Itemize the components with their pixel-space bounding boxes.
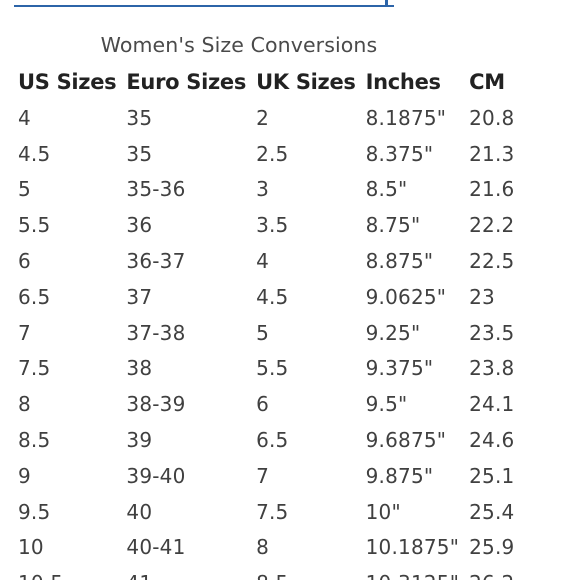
uk-size-cell: 4.5	[256, 284, 289, 309]
us-size-cell: 8.5	[18, 428, 51, 453]
header-inches: Inches	[365, 70, 441, 94]
header-cm: CM	[469, 70, 505, 94]
table-row: 5 35-36 3 8.5" 21.6	[8, 172, 539, 208]
cm-cell: 24.6	[469, 428, 515, 453]
euro-size-cell: 39	[126, 428, 153, 453]
euro-size-cell: 36	[126, 213, 153, 238]
table-row: 10 40-41 8 10.1875" 25.9	[8, 530, 539, 566]
cm-cell: 24.1	[469, 392, 515, 417]
cm-cell: 22.2	[469, 213, 515, 238]
us-size-cell: 10	[18, 535, 44, 560]
cm-cell: 20.8	[469, 105, 515, 130]
inches-cell: 10.1875"	[365, 535, 460, 560]
us-size-cell: 8	[18, 392, 31, 417]
header-us-sizes: US Sizes	[18, 70, 117, 94]
uk-size-cell: 2.5	[256, 141, 289, 166]
cm-cell: 25.1	[469, 463, 515, 488]
table-caption: Women's Size Conversions	[100, 33, 378, 57]
inches-cell: 10.3125"	[356, 565, 460, 580]
us-size-cell: 4	[18, 105, 31, 130]
cm-cell: 23.8	[469, 356, 515, 381]
euro-size-cell: 38	[126, 356, 153, 381]
cm-cell: 21.6	[469, 177, 515, 202]
us-size-cell: 4.5	[18, 141, 51, 166]
table-row: 9 39-40 7 9.875" 25.1	[8, 458, 539, 494]
us-size-cell: 9	[18, 463, 31, 488]
inches-cell: 9.375"	[365, 356, 434, 381]
table-body: 4 35 2 8.1875" 20.8 4.5 35 2.5 8.375" 21.3 5 35-36 3…	[8, 100, 539, 580]
euro-size-cell: 41	[116, 565, 246, 580]
uk-size-cell: 7.5	[256, 499, 289, 524]
uk-size-cell: 8.5	[246, 565, 356, 580]
inches-cell: 9.0625"	[365, 284, 447, 309]
table-row: 4 35 2 8.1875" 20.8	[8, 100, 539, 136]
euro-size-cell: 35	[126, 141, 153, 166]
cm-cell: 25.9	[469, 535, 515, 560]
top-link-underline	[14, 0, 394, 7]
inches-cell: 8.375"	[365, 141, 434, 166]
cm-cell: 21.3	[469, 141, 515, 166]
cm-cell: 23.5	[469, 320, 515, 345]
us-size-cell: 10.5	[8, 565, 116, 580]
header-uk-sizes: UK Sizes	[256, 70, 356, 94]
euro-size-cell: 38-39	[126, 392, 186, 417]
us-size-cell: 6.5	[18, 284, 51, 309]
uk-size-cell: 8	[256, 535, 270, 560]
euro-size-cell: 35-36	[126, 177, 186, 202]
uk-size-cell: 5.5	[256, 356, 289, 381]
inches-cell: 9.6875"	[365, 428, 447, 453]
inches-cell: 9.5"	[365, 392, 408, 417]
header-row: US Sizes Euro Sizes UK Sizes Inches CM	[8, 64, 539, 100]
inches-cell: 9.25"	[365, 320, 421, 345]
uk-size-cell: 6.5	[256, 428, 289, 453]
euro-size-cell: 37-38	[126, 320, 186, 345]
euro-size-cell: 40-41	[126, 535, 186, 560]
us-size-cell: 7	[18, 320, 31, 345]
euro-size-cell: 36-37	[126, 249, 186, 274]
inches-cell: 8.75"	[365, 213, 421, 238]
table-row: 7.5 38 5.5 9.375" 23.8	[8, 351, 539, 387]
cm-cell: 23	[469, 284, 495, 309]
euro-size-cell: 35	[126, 105, 153, 130]
us-size-cell: 9.5	[18, 499, 51, 524]
inches-cell: 9.875"	[365, 463, 434, 488]
euro-size-cell: 37	[126, 284, 153, 309]
us-size-cell: 7.5	[18, 356, 51, 381]
uk-size-cell: 2	[256, 105, 270, 130]
uk-size-cell: 3	[256, 177, 270, 202]
uk-size-cell: 3.5	[256, 213, 289, 238]
uk-size-cell: 5	[256, 320, 270, 345]
table-row: 4.5 35 2.5 8.375" 21.3	[8, 136, 539, 172]
cm-cell: 26.2	[459, 565, 539, 580]
uk-size-cell: 4	[256, 249, 270, 274]
us-size-cell: 5.5	[18, 213, 51, 238]
table-row: 8 38-39 6 9.5" 24.1	[8, 386, 539, 422]
table-row: 7 37-38 5 9.25" 23.5	[8, 315, 539, 351]
us-size-cell: 5	[18, 177, 31, 202]
us-size-cell: 6	[18, 249, 31, 274]
inches-cell: 8.1875"	[365, 105, 447, 130]
inches-cell: 10"	[365, 499, 401, 524]
header-euro-sizes: Euro Sizes	[126, 70, 247, 94]
uk-size-cell: 7	[256, 463, 270, 488]
inches-cell: 8.875"	[365, 249, 434, 274]
table-row: 6 36-37 4 8.875" 22.5	[8, 243, 539, 279]
uk-size-cell: 6	[256, 392, 270, 417]
table-row: 6.5 37 4.5 9.0625" 23	[8, 279, 539, 315]
euro-size-cell: 39-40	[126, 463, 186, 488]
table-row: 10.5418.510.3125"26.2	[8, 565, 539, 580]
table-header: US Sizes Euro Sizes UK Sizes Inches CM	[8, 64, 539, 100]
cm-cell: 25.4	[469, 499, 515, 524]
table-row: 8.5 39 6.5 9.6875" 24.6	[8, 422, 539, 458]
size-conversion-table: US Sizes Euro Sizes UK Sizes Inches CM 4…	[8, 64, 539, 580]
euro-size-cell: 40	[126, 499, 153, 524]
table-row: 5.5 36 3.5 8.75" 22.2	[8, 207, 539, 243]
cm-cell: 22.5	[469, 249, 515, 274]
table-row: 9.5 40 7.5 10" 25.4	[8, 494, 539, 530]
inches-cell: 8.5"	[365, 177, 408, 202]
